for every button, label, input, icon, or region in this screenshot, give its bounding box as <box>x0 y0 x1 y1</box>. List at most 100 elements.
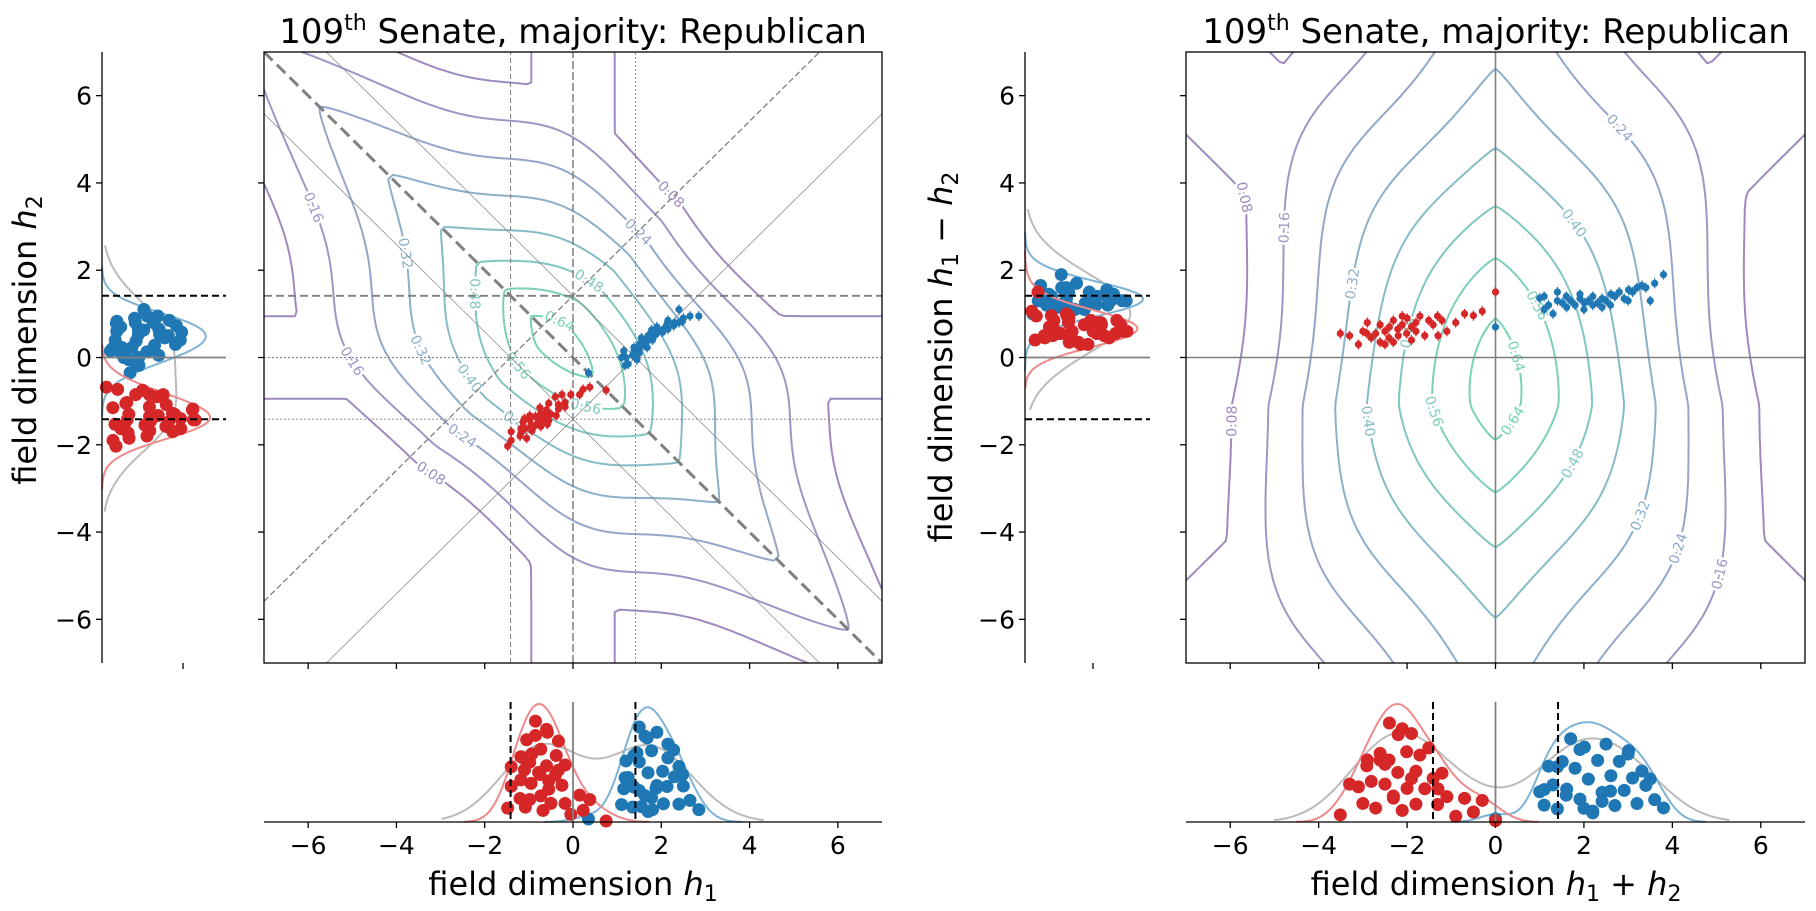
right-side-marginal-point <box>1029 309 1043 323</box>
left-side-total-kde-curve <box>103 245 178 512</box>
left-side-marginal-point <box>148 338 162 352</box>
left-contour-label: 0.24 <box>445 421 480 452</box>
right-side-kde-curve <box>1024 232 1145 371</box>
bottom-right-marginal-point <box>1568 761 1582 775</box>
right-side-marginal-point <box>1094 316 1108 330</box>
right-scatter-point <box>1576 290 1584 298</box>
bottom-right-marginal-point <box>1648 793 1662 807</box>
right-y-tick-label: 0 <box>999 344 1015 373</box>
left-scatter-point <box>507 436 515 445</box>
bottom-right-marginal-point <box>1378 777 1392 791</box>
right-contour-label: 0.32 <box>1628 498 1654 533</box>
bottom-left-marginal-point <box>504 779 518 793</box>
left-side-marginal-point <box>106 401 120 415</box>
bottom-left-marginal-point <box>615 798 629 812</box>
bottom-left-marginal-point <box>514 773 528 787</box>
bottom-right-marginal-point <box>1386 791 1400 805</box>
bottom-right-marginal-point <box>1608 799 1622 813</box>
left-scatter-point <box>624 360 632 368</box>
right-scatter-point <box>1558 299 1566 307</box>
right-scatter-point <box>1540 305 1548 314</box>
left-x-tick-label: −6 <box>290 831 327 860</box>
left-scatter-point <box>679 314 687 322</box>
left-side-kde-curve <box>101 344 211 490</box>
bottom-left-marginal-point <box>514 750 528 764</box>
right-contour-0.32 <box>1334 67 1657 663</box>
left-y-tick-label: 6 <box>76 82 92 111</box>
right-scatter-point <box>1567 297 1575 305</box>
bottom-left-marginal-point <box>533 768 547 782</box>
right-x-tick-label: −6 <box>1212 831 1249 860</box>
bottom-right-marginal-point <box>1550 802 1564 816</box>
left-side-marginal-point <box>123 366 137 380</box>
left-panel-title: 109th Senate, majority: Republican <box>279 11 867 52</box>
left-side-marginal-point <box>128 311 142 325</box>
right-scatter-point <box>1345 332 1354 340</box>
right-scatter-point <box>1381 340 1389 349</box>
left-side-marginal-point <box>137 323 151 337</box>
bottom-right-marginal-point <box>1595 794 1609 808</box>
left-scatter-point <box>653 323 661 331</box>
right-scatter-point <box>1433 312 1442 320</box>
right-scatter-point <box>1385 323 1393 331</box>
bottom-left-marginal-point <box>645 791 659 805</box>
left-scatter-point <box>686 312 694 320</box>
left-scatter-point <box>551 393 559 401</box>
bottom-right-marginal-point <box>1431 798 1445 812</box>
left-scatter-point <box>523 434 531 442</box>
right-scatter-point <box>1443 327 1451 335</box>
bottom-right-marginal-point <box>1409 797 1423 811</box>
right-scatter-point <box>1434 332 1442 340</box>
bottom-left-marginal-point <box>558 758 572 772</box>
bottom-right-marginal-point <box>1369 801 1383 815</box>
bottom-right-marginal-point <box>1373 753 1387 767</box>
bottom-right-marginal-point <box>1612 754 1626 768</box>
bottom-right-marginal-point <box>1475 793 1489 807</box>
right-contour-0.40 <box>1366 147 1625 619</box>
right-scatter-point <box>1398 312 1406 320</box>
right-scatter-point <box>1659 270 1668 279</box>
left-scatter-point <box>620 347 628 355</box>
left-side-marginal-point <box>186 402 200 416</box>
right-side-marginal-point <box>1074 337 1088 351</box>
left-scatter-point <box>526 411 534 420</box>
right-scatter-point <box>1642 284 1650 292</box>
bottom-right-marginal-point <box>1440 790 1454 804</box>
left-scatter-point <box>537 409 545 417</box>
right-side-marginal-point <box>1028 333 1042 347</box>
bottom-left-marginal-point <box>525 747 539 761</box>
left-y-tick-label: −4 <box>55 518 92 547</box>
left-side-marginal-point <box>111 382 125 396</box>
bottom-right-marginal-point <box>1333 808 1347 822</box>
left-scatter-point <box>664 316 672 325</box>
right-scatter-point <box>1416 312 1424 320</box>
left-scatter-point <box>536 404 544 412</box>
left-scatter-point <box>517 429 525 437</box>
left-side-marginal-point <box>162 313 176 327</box>
right-side-marginal-point <box>1120 324 1134 338</box>
right-scatter-point <box>1438 316 1446 325</box>
right-contour-label: 0.16 <box>1276 212 1293 244</box>
right-side-marginal-point <box>1070 276 1084 290</box>
bottom-right-marginal-point <box>1364 774 1378 788</box>
left-side-marginal-point <box>99 380 113 394</box>
bottom-right-marginal-point <box>1413 748 1427 762</box>
right-scatter-point <box>1562 292 1570 300</box>
right-scatter-point <box>1469 312 1477 320</box>
left-x-tick-label: −4 <box>378 831 415 860</box>
bottom-left-marginal-point <box>583 793 597 807</box>
right-scatter-point <box>1385 334 1393 342</box>
bottom-right-marginal-point <box>1621 747 1635 761</box>
left-y-tick-label: 4 <box>76 169 92 198</box>
right-scatter-point <box>1580 305 1588 314</box>
right-contour-label: 0.48 <box>1559 446 1588 481</box>
right-y-tick-label: 6 <box>999 82 1015 111</box>
bottom-right-marginal-point <box>1604 769 1618 783</box>
left-side-marginal-point <box>140 309 154 323</box>
right-scatter-point <box>1598 303 1606 311</box>
left-contour-0.64 <box>529 314 594 379</box>
right-scatter-point <box>1407 336 1416 344</box>
right-scatter-point <box>1354 340 1363 349</box>
bottom-right-marginal-point <box>1458 791 1472 805</box>
bottom-right-marginal-point <box>1435 766 1449 780</box>
